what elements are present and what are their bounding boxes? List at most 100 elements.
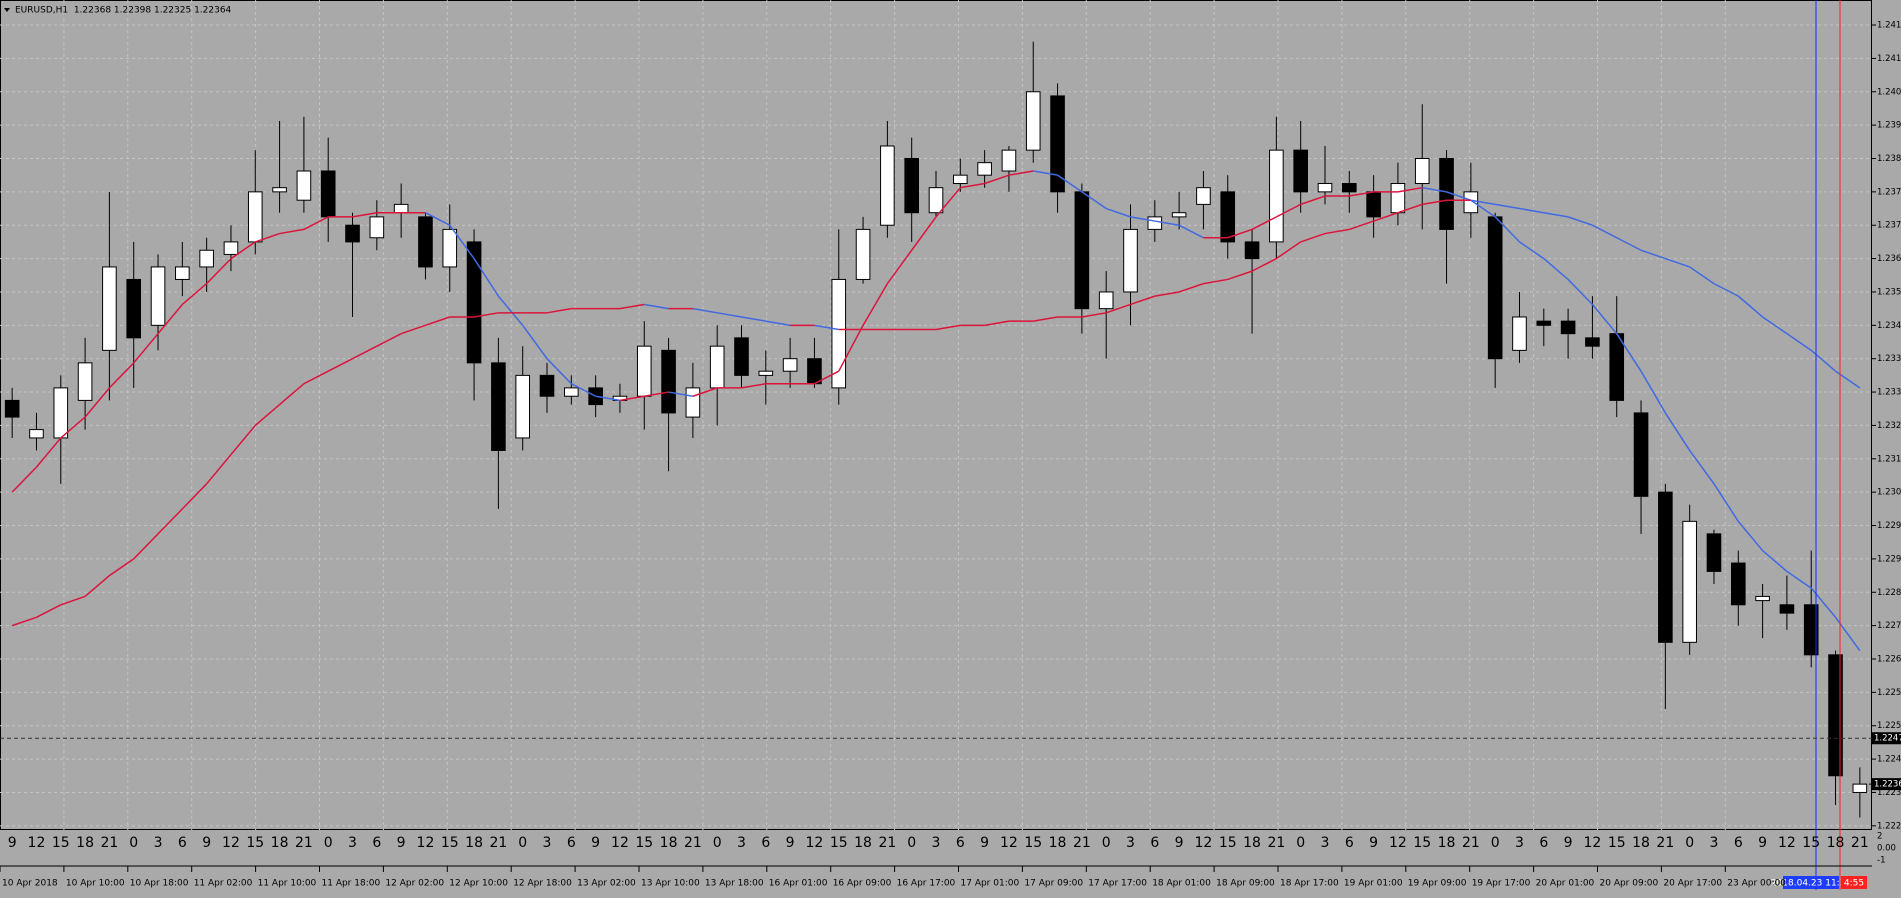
hour-label: 15 [246, 835, 264, 851]
ma-segment [814, 324, 839, 331]
ma-segment [741, 382, 766, 389]
ma-segment [522, 324, 548, 360]
hour-label: 6 [567, 835, 576, 851]
hour-label: 18 [1243, 835, 1261, 851]
candle-body [369, 216, 385, 239]
candle-body [199, 249, 214, 268]
ma-segment [1227, 270, 1253, 281]
hour-label: 21 [1656, 835, 1674, 851]
candle-body [855, 228, 871, 280]
hour-label: 12 [1000, 835, 1018, 851]
date-label: 18 Apr 01:00 [1152, 879, 1211, 889]
candle-body [1755, 595, 1770, 602]
candle-body [320, 170, 336, 218]
ma-segment [60, 595, 86, 606]
hour-label: 21 [1851, 835, 1869, 851]
ma-segment [1737, 520, 1764, 552]
candle-body [612, 395, 628, 401]
candle-body [1585, 337, 1600, 347]
date-label: 13 Apr 02:00 [577, 879, 636, 889]
candle-body [1123, 228, 1138, 293]
ma-segment [546, 307, 572, 314]
hour-label: 18 [465, 835, 483, 851]
ma-segment [1762, 549, 1788, 572]
hour-label: 9 [8, 835, 17, 851]
candle-body [53, 387, 69, 439]
ma-segment [1227, 228, 1253, 239]
candle-body [466, 241, 482, 364]
hour-label: 9 [591, 835, 600, 851]
hour-label: 6 [1734, 835, 1743, 851]
ma-segment [1057, 174, 1083, 193]
candle-body [29, 429, 44, 439]
ma-segment [181, 283, 208, 306]
y-tick-label: 1.2346 [1877, 321, 1901, 331]
date-label: 18 Apr 17:00 [1280, 879, 1339, 889]
candle-body [175, 266, 190, 280]
candle-body [564, 387, 579, 397]
ma-segment [206, 258, 232, 285]
ma-segment [1567, 216, 1593, 226]
ma-segment [911, 216, 937, 251]
ma-segment [157, 508, 183, 535]
ma-segment [1713, 282, 1739, 297]
date-label: 17 Apr 01:00 [961, 879, 1020, 889]
candle-body [1390, 183, 1406, 214]
hour-label: 12 [1584, 835, 1602, 851]
subwindow-label: 0.00 [1877, 844, 1896, 854]
candle-body [1779, 604, 1795, 614]
candle-body [77, 362, 93, 401]
hour-label: 0 [713, 835, 722, 851]
hour-label: 3 [932, 835, 941, 851]
candle-body [1317, 183, 1333, 193]
ma-segment [1130, 216, 1155, 222]
ma-segment [60, 416, 86, 439]
y-tick-label: 1.2258 [1877, 688, 1901, 698]
countdown: 4:55 [1844, 879, 1864, 889]
hour-label: 9 [397, 835, 406, 851]
y-tick-label: 1.2274 [1877, 621, 1901, 631]
hour-label: 12 [1778, 835, 1796, 851]
ma-segment [279, 383, 305, 406]
y-tick-label: 1.2322 [1877, 421, 1901, 431]
time-box [1783, 876, 1839, 889]
ma-segment [692, 387, 718, 397]
ma-segment [1494, 216, 1521, 243]
menu-icon[interactable] [4, 8, 10, 12]
ma-segment [230, 424, 256, 456]
candle-body [1147, 216, 1163, 230]
date-label: 13 Apr 18:00 [705, 879, 764, 889]
date-label: 23 Apr 00:00 [1727, 879, 1786, 889]
candle-body [345, 224, 360, 243]
ma-segment [1810, 587, 1837, 618]
hour-label: 0 [1685, 835, 1694, 851]
countdown-box [1841, 876, 1867, 889]
hour-label: 9 [786, 835, 795, 851]
hour-label: 18 [1827, 835, 1845, 851]
ma-segment [1178, 224, 1204, 239]
candle-body [807, 358, 822, 385]
date-label: 20 Apr 17:00 [1663, 879, 1722, 889]
y-tick-label: 1.2386 [1877, 154, 1901, 164]
y-tick-label: 1.2250 [1877, 721, 1901, 731]
ma-segment [206, 454, 232, 485]
candle-body [1269, 149, 1284, 243]
candle-body [1633, 412, 1649, 497]
ma-segment [1495, 203, 1520, 210]
ma-segment [862, 283, 889, 326]
hour-label: 21 [1073, 835, 1091, 851]
hour-label: 12 [417, 835, 435, 851]
ma-segment [230, 241, 256, 260]
ma-segment [303, 370, 329, 385]
hour-label: 15 [52, 835, 70, 851]
ma-segment [352, 211, 377, 218]
subwindow-label: 2 [1877, 832, 1882, 842]
hour-label: 21 [295, 835, 313, 851]
candle-body [4, 399, 20, 418]
ma-segment [84, 387, 110, 418]
y-tick-label: 1.2226 [1877, 821, 1901, 831]
y-tick-label: 1.2338 [1877, 354, 1901, 364]
candle-body [1803, 604, 1819, 656]
ma-segment [1300, 232, 1326, 243]
